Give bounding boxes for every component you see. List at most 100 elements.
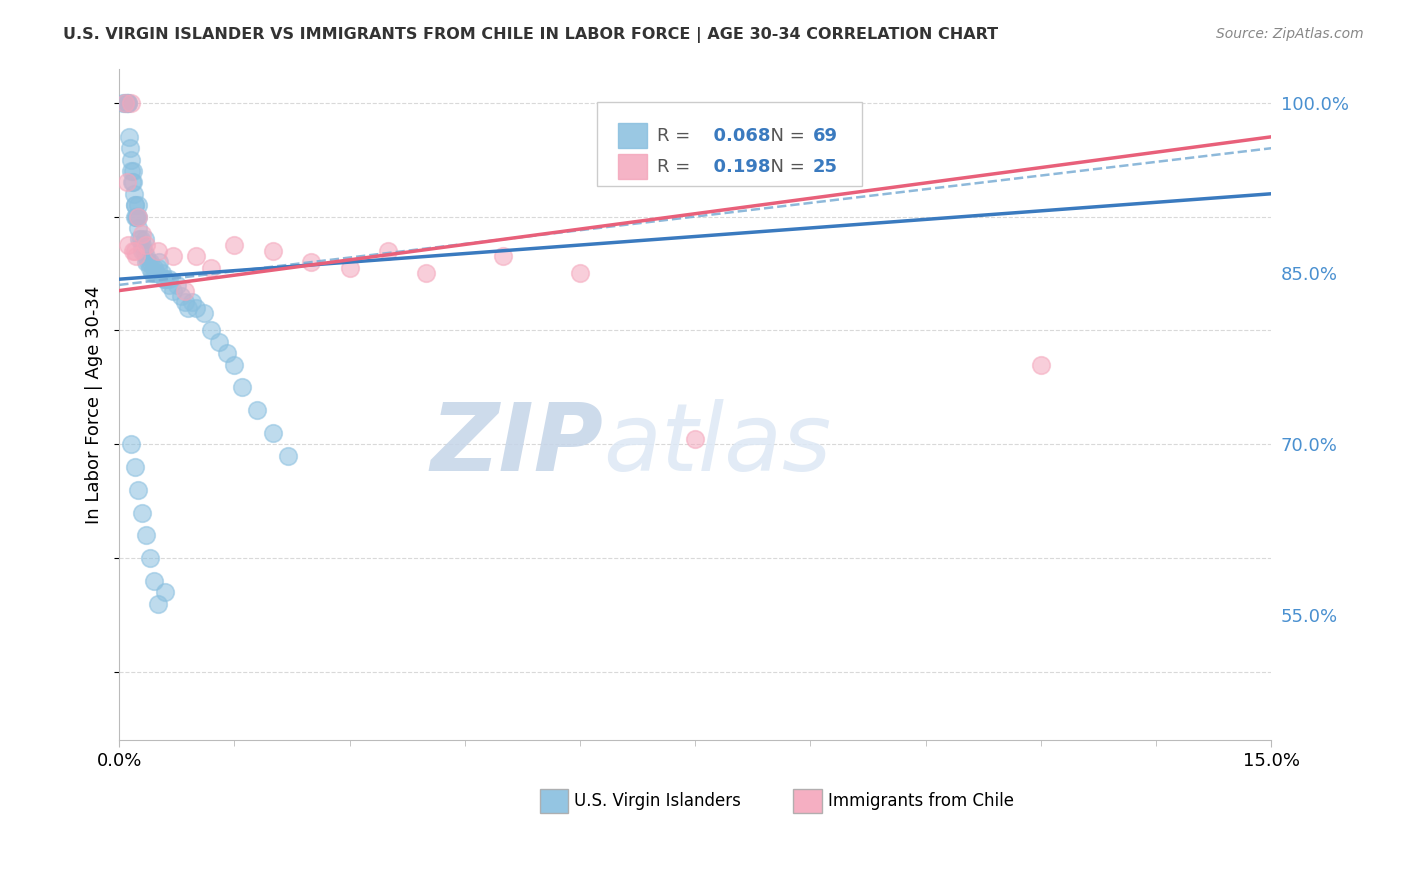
- Point: [135, 528, 157, 542]
- Point: [135, 249, 157, 263]
- Point: [120, 437, 142, 451]
- Point: [122, 186, 145, 201]
- Point: [683, 432, 706, 446]
- Text: R =: R =: [657, 158, 696, 176]
- Point: [121, 175, 143, 189]
- Point: [124, 198, 146, 212]
- Point: [155, 585, 177, 599]
- Point: [124, 460, 146, 475]
- Point: [142, 574, 165, 588]
- Point: [115, 175, 138, 189]
- Point: [262, 244, 284, 258]
- Point: [157, 277, 180, 292]
- Point: [153, 272, 176, 286]
- Point: [146, 244, 169, 258]
- Point: [118, 129, 141, 144]
- Point: [125, 249, 148, 263]
- Point: [184, 249, 207, 263]
- Point: [135, 238, 157, 252]
- Point: [142, 260, 165, 275]
- Point: [115, 95, 138, 110]
- Point: [134, 232, 156, 246]
- Point: [139, 260, 162, 275]
- Point: [127, 210, 149, 224]
- Text: 69: 69: [813, 127, 838, 145]
- Point: [135, 255, 157, 269]
- Point: [139, 551, 162, 566]
- Point: [124, 210, 146, 224]
- Point: [1029, 358, 1052, 372]
- Point: [166, 277, 188, 292]
- Point: [112, 95, 135, 110]
- Point: [132, 244, 155, 258]
- Point: [492, 249, 515, 263]
- Point: [127, 221, 149, 235]
- Point: [117, 95, 139, 110]
- Point: [122, 164, 145, 178]
- Point: [299, 255, 322, 269]
- Point: [224, 358, 246, 372]
- Point: [114, 95, 136, 110]
- Point: [142, 267, 165, 281]
- Point: [173, 295, 195, 310]
- Text: 25: 25: [813, 158, 838, 176]
- Point: [262, 425, 284, 440]
- Bar: [540, 789, 568, 813]
- Point: [162, 284, 184, 298]
- Point: [127, 210, 149, 224]
- Text: Source: ZipAtlas.com: Source: ZipAtlas.com: [1216, 27, 1364, 41]
- Point: [120, 95, 142, 110]
- Point: [127, 483, 149, 497]
- Point: [128, 232, 150, 246]
- Point: [125, 210, 148, 224]
- Point: [569, 267, 592, 281]
- Y-axis label: In Labor Force | Age 30-34: In Labor Force | Age 30-34: [86, 285, 103, 524]
- Point: [173, 284, 195, 298]
- Point: [139, 255, 162, 269]
- Text: R =: R =: [657, 127, 696, 145]
- Point: [131, 244, 153, 258]
- Point: [339, 260, 361, 275]
- Text: Immigrants from Chile: Immigrants from Chile: [828, 792, 1014, 810]
- Point: [120, 153, 142, 167]
- Point: [162, 249, 184, 263]
- Point: [224, 238, 246, 252]
- Point: [129, 232, 152, 246]
- Text: 0.198: 0.198: [702, 158, 770, 176]
- Point: [415, 267, 437, 281]
- Point: [277, 449, 299, 463]
- Text: atlas: atlas: [603, 400, 831, 491]
- Point: [122, 175, 145, 189]
- Point: [138, 255, 160, 269]
- Point: [208, 334, 231, 349]
- Text: N =: N =: [758, 127, 810, 145]
- Text: U.S. VIRGIN ISLANDER VS IMMIGRANTS FROM CHILE IN LABOR FORCE | AGE 30-34 CORRELA: U.S. VIRGIN ISLANDER VS IMMIGRANTS FROM …: [63, 27, 998, 43]
- Point: [181, 295, 204, 310]
- Point: [170, 289, 193, 303]
- Bar: [619, 154, 647, 179]
- Point: [122, 244, 145, 258]
- Point: [146, 597, 169, 611]
- Point: [177, 301, 200, 315]
- Point: [131, 238, 153, 252]
- Bar: [619, 123, 647, 148]
- Point: [193, 306, 215, 320]
- Point: [157, 272, 180, 286]
- Point: [377, 244, 399, 258]
- Point: [145, 267, 167, 281]
- Point: [246, 403, 269, 417]
- Text: N =: N =: [758, 158, 810, 176]
- Point: [131, 227, 153, 241]
- Text: U.S. Virgin Islanders: U.S. Virgin Islanders: [574, 792, 741, 810]
- Point: [150, 267, 173, 281]
- Point: [117, 238, 139, 252]
- Point: [124, 244, 146, 258]
- Point: [200, 260, 222, 275]
- Point: [117, 95, 139, 110]
- Point: [124, 198, 146, 212]
- Point: [120, 164, 142, 178]
- Point: [125, 210, 148, 224]
- Bar: [793, 789, 823, 813]
- Point: [184, 301, 207, 315]
- Point: [131, 506, 153, 520]
